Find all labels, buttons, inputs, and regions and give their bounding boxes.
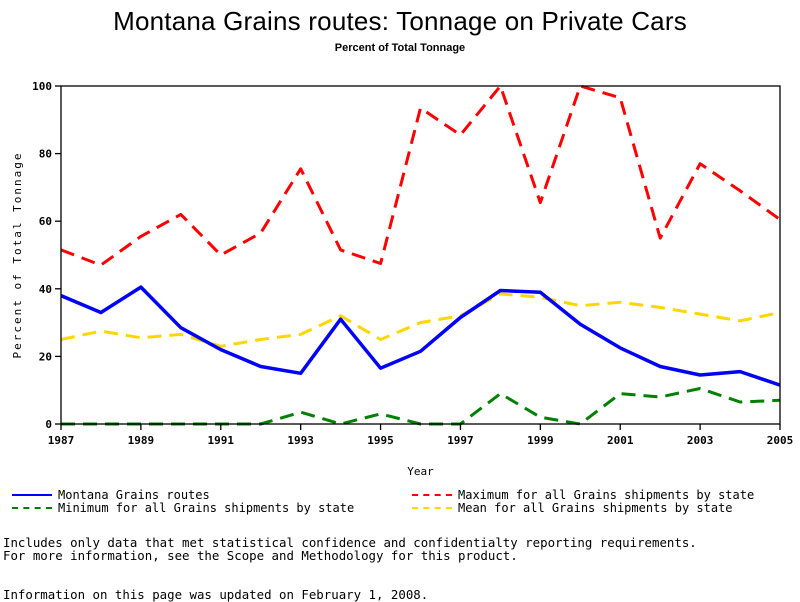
axes-layer: 0 20 40 60 80 100 1987 1989 1991 1993 1995 1997 1999… [32,80,793,447]
y-axis-title: Percent of Total Tonnage [11,152,24,359]
x-tick-label: 1997 [447,434,474,447]
legend-swatch-dashed-red [412,493,452,496]
series-line-montana-grains-routes [60,285,781,387]
legend-swatch-dashed-yellow [412,506,452,509]
series-line-mean-for-all-grains-shipments-by-state [60,292,781,348]
line-chart: 0 20 40 60 80 100 1987 1989 1991 1993 1995 1997 1999… [11,80,793,478]
y-tick-label: 20 [39,350,52,363]
plot-frame [60,85,781,425]
methodology-note: For more information, see the Scope and … [3,548,518,563]
legend-swatch-solid-blue [12,493,52,496]
series-line-minimum-for-all-grains-shipments-by-state [61,387,781,426]
y-tick-label: 80 [39,148,52,161]
legend-item-minimum: Minimum for all Grains shipments by stat… [12,501,354,515]
y-tick-label: 100 [32,80,52,93]
x-tick-label: 2005 [767,434,794,447]
x-tick-label: 1993 [287,434,314,447]
legend-label: Montana Grains routes [58,488,210,502]
legend-label: Maximum for all Grains shipments by stat… [458,488,755,502]
legend-item-mean: Mean for all Grains shipments by state [412,501,733,515]
x-tick-label: 1995 [367,434,394,447]
series-line-maximum-for-all-grains-shipments-by-state [60,84,781,267]
x-tick-label: 1999 [527,434,554,447]
y-tick-label: 60 [39,215,52,228]
legend-item-maximum: Maximum for all Grains shipments by stat… [412,488,754,502]
x-tick-label: 2003 [687,434,714,447]
updated-note: Information on this page was updated on … [3,587,429,602]
x-tick-label: 2001 [607,434,634,447]
y-tick-label: 40 [39,283,52,296]
legend-label: Mean for all Grains shipments by state [458,501,733,515]
legend-label: Minimum for all Grains shipments by stat… [58,501,355,515]
legend-item-montana: Montana Grains routes [12,488,210,502]
x-axis-title: Year [407,465,434,478]
confidentiality-note: Includes only data that met statistical … [3,535,697,550]
x-tick-label: 1991 [208,434,235,447]
chart-title: Montana Grains routes: Tonnage on Privat… [113,6,687,36]
legend-swatch-dashed-green [12,506,52,509]
x-tick-label: 1987 [48,434,75,447]
series-layer [60,84,781,426]
x-tick-label: 1989 [128,434,155,447]
y-tick-label: 0 [45,418,52,431]
chart-subtitle: Percent of Total Tonnage [334,42,466,54]
